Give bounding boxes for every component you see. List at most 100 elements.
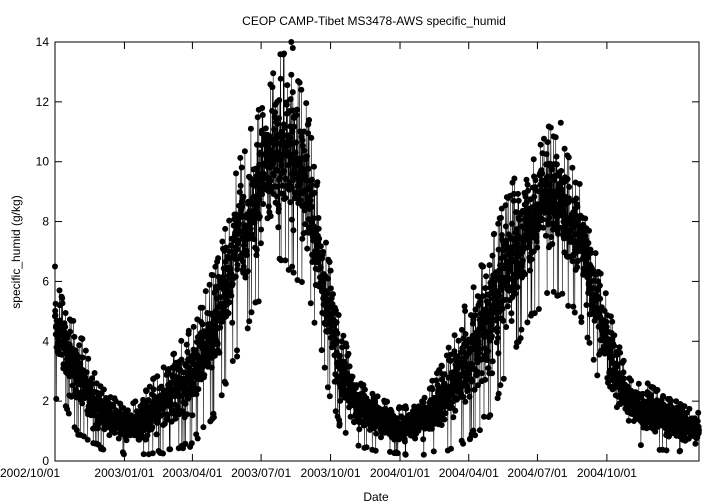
data-point [214,340,221,347]
data-point [345,350,352,357]
data-point [512,209,519,216]
data-point [482,285,489,292]
data-point [236,220,242,227]
data-point [535,306,542,312]
data-point [393,415,400,422]
data-point [222,380,229,387]
data-point [67,328,74,335]
data-point [534,244,541,251]
data-point [310,215,317,222]
data-point [635,380,642,387]
y-tick-label: 0 [42,454,49,468]
data-point [468,378,475,385]
data-point [332,307,339,314]
data-point [515,197,522,204]
data-point [589,285,596,291]
data-point [511,258,518,265]
data-point [614,361,621,368]
data-point [219,318,226,325]
data-point [59,300,66,307]
data-point [654,387,661,393]
y-tick-label: 12 [36,95,50,109]
data-point [239,202,245,209]
data-point [237,182,244,189]
data-point [262,125,269,132]
data-point [548,234,555,240]
data-point [544,139,551,146]
data-point [71,333,78,340]
data-point [500,375,507,382]
data-point [426,416,433,423]
data-point [513,343,520,350]
data-point [694,418,701,425]
data-point [531,310,538,317]
data-point [160,450,166,457]
data-point [530,156,537,163]
data-point [518,326,525,333]
data-point [569,164,576,171]
data-point [566,184,573,190]
data-point [298,176,305,183]
data-point [240,242,247,249]
data-point [289,128,296,135]
data-point [461,303,468,310]
data-point [497,382,504,389]
data-point [237,154,244,161]
data-point [324,384,331,391]
data-point [524,319,531,326]
data-point [85,355,92,362]
data-point [530,213,537,220]
data-point [463,376,470,383]
data-point [402,451,409,458]
data-point [356,426,363,433]
data-point [471,386,478,393]
data-point [549,241,556,247]
data-point [189,412,196,419]
data-point [304,153,310,160]
data-point [241,148,248,155]
data-point [603,323,610,330]
data-point [238,164,245,171]
data-point [470,284,477,291]
data-point [248,309,255,316]
data-point [502,223,509,230]
data-point [441,371,448,378]
data-point [564,176,571,182]
data-point [514,241,521,247]
data-point [476,427,483,434]
data-point [523,176,530,183]
data-point [182,440,189,447]
data-point [616,344,623,351]
data-point [513,226,520,233]
data-point [317,243,324,250]
data-point [478,370,485,377]
data-point [79,400,86,407]
data-point [259,112,266,118]
data-point [200,424,207,431]
data-point [514,284,521,291]
data-point [584,254,591,261]
x-tick-label: 2002/10/01 [0,466,60,480]
data-point [553,161,560,168]
data-point [218,300,225,307]
data-point [483,273,490,280]
data-point [321,310,328,317]
data-point [448,445,454,452]
data-point [433,377,440,384]
data-point [240,258,246,265]
data-point [279,182,286,189]
data-point [327,285,334,292]
data-point [70,317,77,324]
data-point [543,151,550,158]
data-point [597,295,604,302]
data-point [89,380,96,387]
data-point [347,413,354,420]
data-point [139,432,145,439]
data-point [242,274,249,281]
data-point [94,425,101,432]
data-point [447,351,454,358]
data-point [570,252,577,258]
data-point [256,196,263,203]
data-point [276,115,282,122]
data-point [578,319,585,325]
